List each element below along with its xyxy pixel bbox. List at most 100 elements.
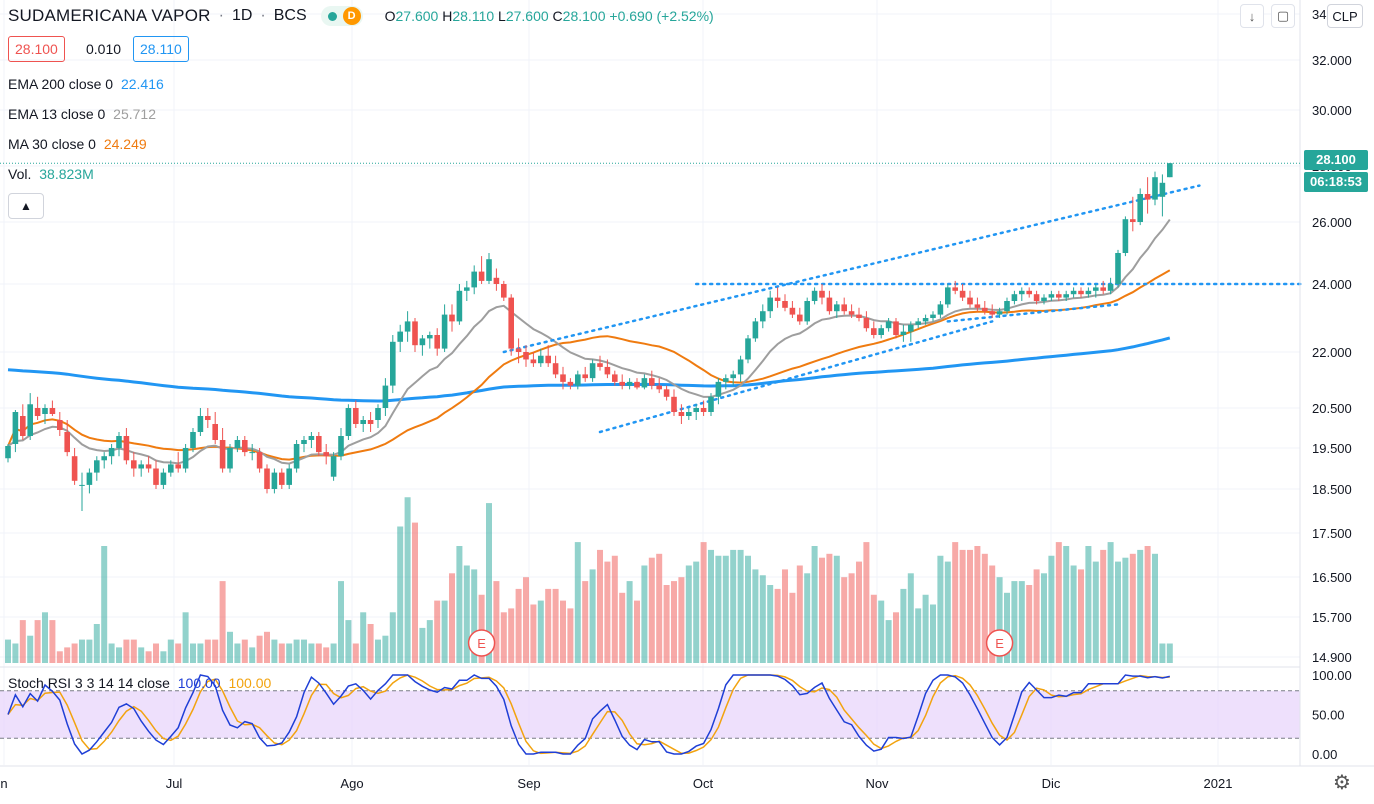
fullscreen-button[interactable]: ▢ [1271, 4, 1295, 28]
exchange-label: BCS [273, 7, 307, 24]
market-status-badge[interactable]: D [320, 6, 363, 26]
candle-body [619, 381, 625, 386]
ema13-label: EMA 13 close 0 [8, 106, 106, 122]
volume-bar [826, 553, 833, 663]
volume-bar [671, 581, 677, 663]
candle-body [649, 378, 655, 386]
volume-bar [389, 612, 396, 663]
volume-bar [42, 612, 48, 663]
volume-bar [360, 612, 367, 663]
candle-body [1100, 287, 1106, 291]
support-line [946, 303, 1120, 323]
candle-body [168, 464, 174, 473]
volume-bar [878, 600, 885, 663]
stoch-tick-label: 100.00 [1312, 668, 1352, 683]
volume-bar [249, 647, 256, 663]
ema200-legend[interactable]: EMA 200 close 0 22.416 [8, 76, 164, 92]
volume-bar [804, 573, 811, 663]
volume-bar [1100, 549, 1107, 663]
volume-bar [138, 647, 145, 663]
candle-body [404, 321, 411, 332]
candle-body [1026, 290, 1032, 295]
volume-bar [227, 631, 233, 663]
volume-bar [56, 651, 63, 663]
candle-body [900, 331, 907, 335]
candle-body [715, 381, 722, 397]
time-tick-label: Sep [517, 776, 540, 791]
candle-body [256, 452, 263, 469]
volume-bar [560, 600, 566, 663]
candle-body [582, 374, 588, 379]
interval-label[interactable]: 1D [231, 7, 253, 24]
volume-bar [974, 546, 981, 663]
volume-bar [508, 608, 515, 663]
volume-legend[interactable]: Vol. 38.823M [8, 166, 94, 182]
stoch-d-line [7, 674, 1170, 755]
candle-body [27, 404, 33, 436]
volume-bar [234, 643, 241, 663]
candle-body [1085, 290, 1092, 295]
ema13-legend[interactable]: EMA 13 close 0 25.712 [8, 106, 156, 122]
ema13-value: 25.712 [113, 106, 156, 122]
volume-bar [264, 631, 270, 663]
volume-bar [71, 643, 78, 663]
volume-bar [774, 588, 781, 663]
candle-body [49, 408, 56, 414]
candle-body [1033, 294, 1040, 301]
volume-bar [959, 549, 966, 663]
volume-bar [944, 561, 951, 663]
candle-body [116, 436, 122, 448]
lower-trend-line [598, 320, 994, 434]
volume-bar [175, 643, 182, 663]
price-tick-label: 17.500 [1312, 526, 1352, 541]
volume-bar [626, 581, 633, 663]
ask-price-box[interactable]: 28.110 [133, 36, 189, 62]
gear-icon[interactable]: ⚙ [1333, 772, 1351, 794]
candle-body [323, 452, 329, 457]
volume-bar [278, 643, 285, 663]
candle-body [308, 436, 315, 440]
scroll-down-button[interactable]: ↓ [1240, 4, 1264, 28]
candle-body [863, 318, 870, 329]
time-tick-label: 2021 [1204, 776, 1233, 791]
stoch-rsi-legend[interactable]: Stoch RSI 3 3 14 14 close 100.00 100.00 [8, 675, 271, 691]
volume-bar [1033, 569, 1040, 663]
time-tick-label: Dic [1042, 776, 1061, 791]
volume-bar [885, 620, 892, 663]
volume-bar [1011, 581, 1018, 663]
volume-bar [611, 555, 618, 663]
currency-button[interactable]: CLP [1327, 4, 1363, 28]
volume-bar [893, 612, 899, 663]
candle-body [678, 412, 685, 416]
volume-bar [782, 569, 788, 663]
ma30-legend[interactable]: MA 30 close 0 24.249 [8, 136, 147, 152]
collapse-legend-button[interactable]: ▲ [8, 193, 44, 219]
candle-body [804, 301, 810, 322]
volume-bar [315, 643, 322, 663]
candle-body [1159, 182, 1166, 197]
candle-body [878, 328, 884, 335]
volume-bar [1085, 546, 1092, 663]
candle-body [848, 311, 855, 315]
candle-body [427, 335, 433, 339]
volume-bar [663, 585, 670, 663]
volume-bar [537, 600, 544, 663]
bid-price-box[interactable]: 28.100 [8, 36, 65, 62]
close-value: 28.100 [562, 8, 606, 24]
candle-body [1152, 177, 1158, 200]
volume-bar [1152, 553, 1158, 663]
candle-body [345, 408, 352, 436]
volume-bar [922, 594, 929, 663]
candle-body [227, 448, 233, 469]
volume-bar [930, 604, 936, 663]
volume-bar [915, 608, 922, 663]
volume-bar [737, 549, 744, 663]
candle-body [856, 314, 862, 318]
volume-bar [841, 577, 848, 663]
volume-bar [345, 620, 352, 663]
time-tick-label: Jul [166, 776, 183, 791]
volume-bar [382, 635, 389, 663]
symbol-name[interactable]: SUDAMERICANA VAPOR [8, 6, 211, 25]
data-delay-badge: D [342, 7, 361, 25]
